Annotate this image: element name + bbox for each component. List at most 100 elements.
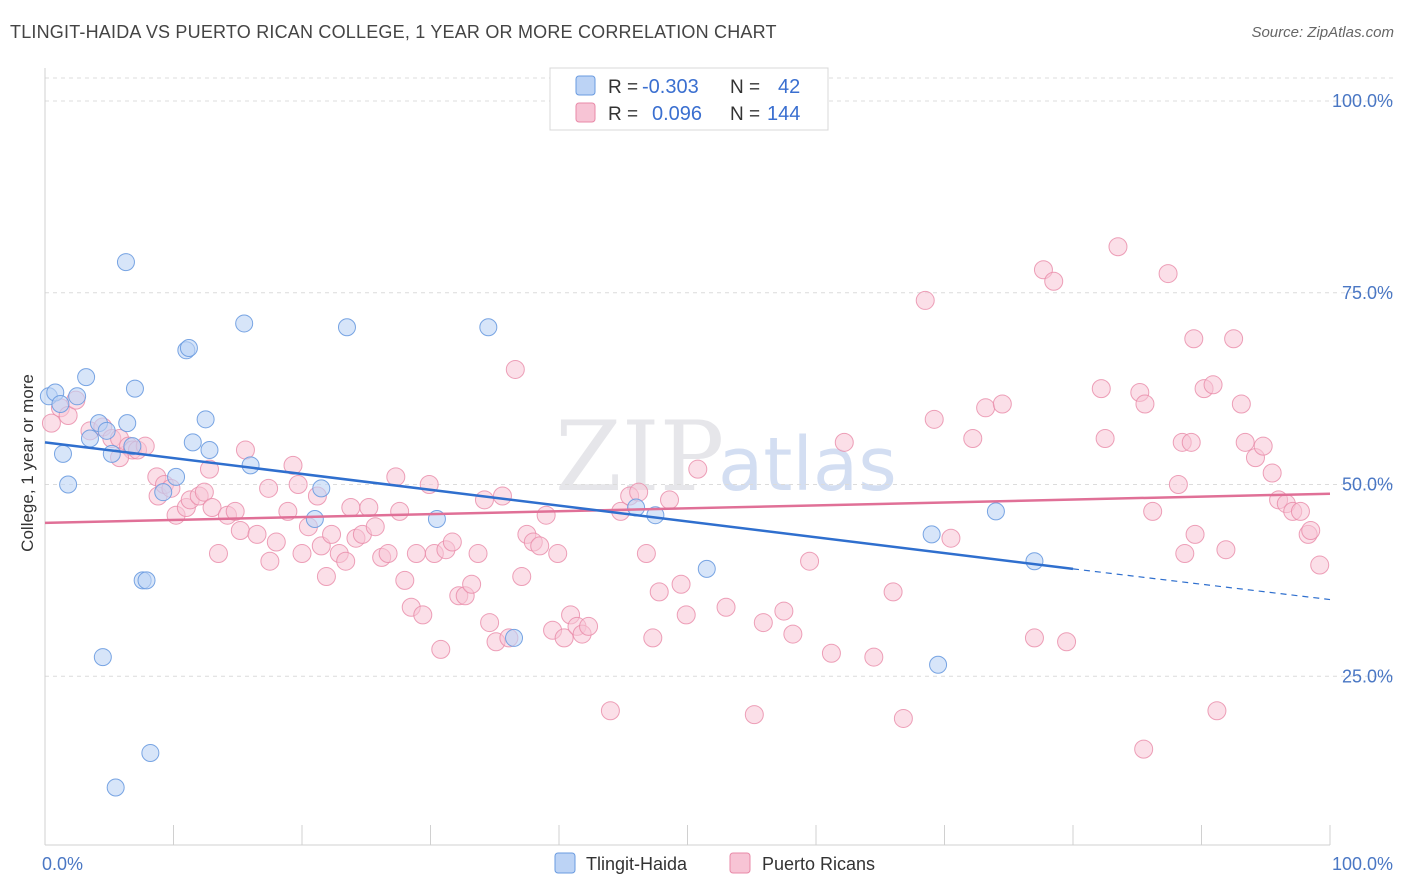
data-point-puerto-ricans	[395, 570, 415, 590]
data-point-puerto-ricans	[1044, 271, 1064, 291]
data-point-puerto-ricans	[883, 582, 903, 602]
data-point-puerto-ricans	[1290, 501, 1310, 521]
data-point-tlingit-haida	[118, 414, 137, 433]
data-point-puerto-ricans	[442, 532, 462, 552]
data-point-puerto-ricans	[660, 490, 680, 510]
data-point-puerto-ricans	[505, 359, 525, 379]
data-point-puerto-ricans	[821, 643, 841, 663]
data-point-tlingit-haida	[116, 253, 135, 272]
data-point-puerto-ricans	[336, 551, 356, 571]
data-point-puerto-ricans	[266, 532, 286, 552]
data-point-puerto-ricans	[716, 597, 736, 617]
data-point-tlingit-haida	[77, 368, 96, 387]
data-point-puerto-ricans	[1143, 501, 1163, 521]
data-point-puerto-ricans	[322, 524, 342, 544]
trend-lines	[44, 441, 1331, 601]
correlation-legend: R = -0.303 N = 42 R = 0.096 N = 144	[549, 67, 829, 131]
data-point-puerto-ricans	[1310, 555, 1330, 575]
x-tick-label-min: 0.0%	[42, 854, 83, 874]
chart-title: TLINGIT-HAIDA VS PUERTO RICAN COLLEGE, 1…	[10, 22, 777, 42]
legend-box	[549, 67, 829, 131]
data-point-puerto-ricans	[1216, 540, 1236, 560]
legend-n-label-2: N =	[730, 104, 760, 125]
axes	[44, 68, 1331, 846]
data-point-puerto-ricans	[924, 409, 944, 429]
data-point-puerto-ricans	[834, 432, 854, 452]
data-point-puerto-ricans	[530, 536, 550, 556]
data-point-puerto-ricans	[600, 701, 620, 721]
data-point-tlingit-haida	[106, 778, 125, 797]
data-point-tlingit-haida	[68, 387, 87, 406]
watermark-atlas: atlas	[718, 422, 897, 508]
bottom-legend-swatch-tlingit-haida	[554, 852, 576, 874]
data-point-puerto-ricans	[1024, 628, 1044, 648]
data-point-puerto-ricans	[235, 440, 255, 460]
data-point-puerto-ricans	[365, 517, 385, 537]
data-point-puerto-ricans	[1262, 463, 1282, 483]
data-point-puerto-ricans	[194, 482, 214, 502]
data-point-puerto-ricans	[431, 639, 451, 659]
data-point-puerto-ricans	[941, 528, 961, 548]
data-point-tlingit-haida	[53, 444, 72, 463]
data-point-puerto-ricans	[386, 467, 406, 487]
data-point-puerto-ricans	[316, 567, 336, 587]
data-point-puerto-ricans	[1185, 524, 1205, 544]
legend-n-value-2: 144	[767, 103, 800, 125]
data-point-tlingit-haida	[196, 410, 215, 429]
data-point-puerto-ricans	[199, 459, 219, 479]
data-point-puerto-ricans	[406, 544, 426, 564]
data-point-puerto-ricans	[1091, 379, 1111, 399]
y-tick-label-100: 100.0%	[1332, 91, 1393, 111]
chart-source: Source: ZipAtlas.com	[1251, 24, 1394, 41]
data-point-tlingit-haida	[929, 655, 948, 674]
data-point-puerto-ricans	[774, 601, 794, 621]
data-point-puerto-ricans	[288, 475, 308, 495]
y-tick-label-25: 25.0%	[1342, 666, 1393, 686]
data-point-tlingit-haida	[697, 559, 716, 578]
data-point-puerto-ricans	[1057, 632, 1077, 652]
data-point-puerto-ricans	[1235, 432, 1255, 452]
data-point-tlingit-haida	[125, 379, 144, 398]
data-point-tlingit-haida	[80, 429, 99, 448]
data-point-puerto-ricans	[976, 398, 996, 418]
data-point-puerto-ricans	[260, 551, 280, 571]
data-point-puerto-ricans	[963, 428, 983, 448]
data-point-puerto-ricans	[753, 613, 773, 633]
data-point-puerto-ricans	[1134, 739, 1154, 759]
data-point-puerto-ricans	[992, 394, 1012, 414]
data-point-puerto-ricans	[1203, 375, 1223, 395]
series-legend: Tlingit-Haida Puerto Ricans	[554, 852, 875, 874]
data-point-tlingit-haida	[235, 314, 254, 333]
trend-line-tlingit-haida	[44, 441, 1074, 571]
data-point-tlingit-haida	[102, 444, 121, 463]
data-point-puerto-ricans	[783, 624, 803, 644]
data-point-tlingit-haida	[479, 318, 498, 337]
data-point-tlingit-haida	[337, 318, 356, 337]
data-point-puerto-ricans	[1184, 329, 1204, 349]
data-point-puerto-ricans	[1224, 329, 1244, 349]
data-point-puerto-ricans	[41, 413, 61, 433]
legend-r-value-1: -0.303	[642, 76, 699, 98]
data-point-tlingit-haida	[505, 628, 524, 647]
legend-r-label-1: R =	[608, 77, 638, 98]
bottom-legend-label-puerto-ricans: Puerto Ricans	[762, 854, 875, 874]
data-point-tlingit-haida	[241, 456, 260, 475]
data-point-puerto-ricans	[468, 544, 488, 564]
data-point-puerto-ricans	[915, 290, 935, 310]
data-point-tlingit-haida	[1025, 552, 1044, 571]
data-point-puerto-ricans	[800, 551, 820, 571]
series-tlingit-haida-points	[39, 253, 1044, 797]
data-point-puerto-ricans	[1095, 428, 1115, 448]
data-point-puerto-ricans	[247, 524, 267, 544]
y-tick-labels: 25.0% 50.0% 75.0% 100.0%	[1332, 91, 1393, 686]
data-point-tlingit-haida	[305, 510, 324, 529]
data-point-tlingit-haida	[137, 571, 156, 590]
data-point-puerto-ricans	[278, 501, 298, 521]
legend-n-label-1: N =	[730, 77, 760, 98]
data-point-puerto-ricans	[512, 567, 532, 587]
data-point-tlingit-haida	[986, 502, 1005, 521]
data-point-tlingit-haida	[141, 743, 160, 762]
data-point-puerto-ricans	[480, 613, 500, 633]
bottom-legend-swatch-puerto-ricans	[729, 852, 751, 874]
data-point-puerto-ricans	[474, 490, 494, 510]
